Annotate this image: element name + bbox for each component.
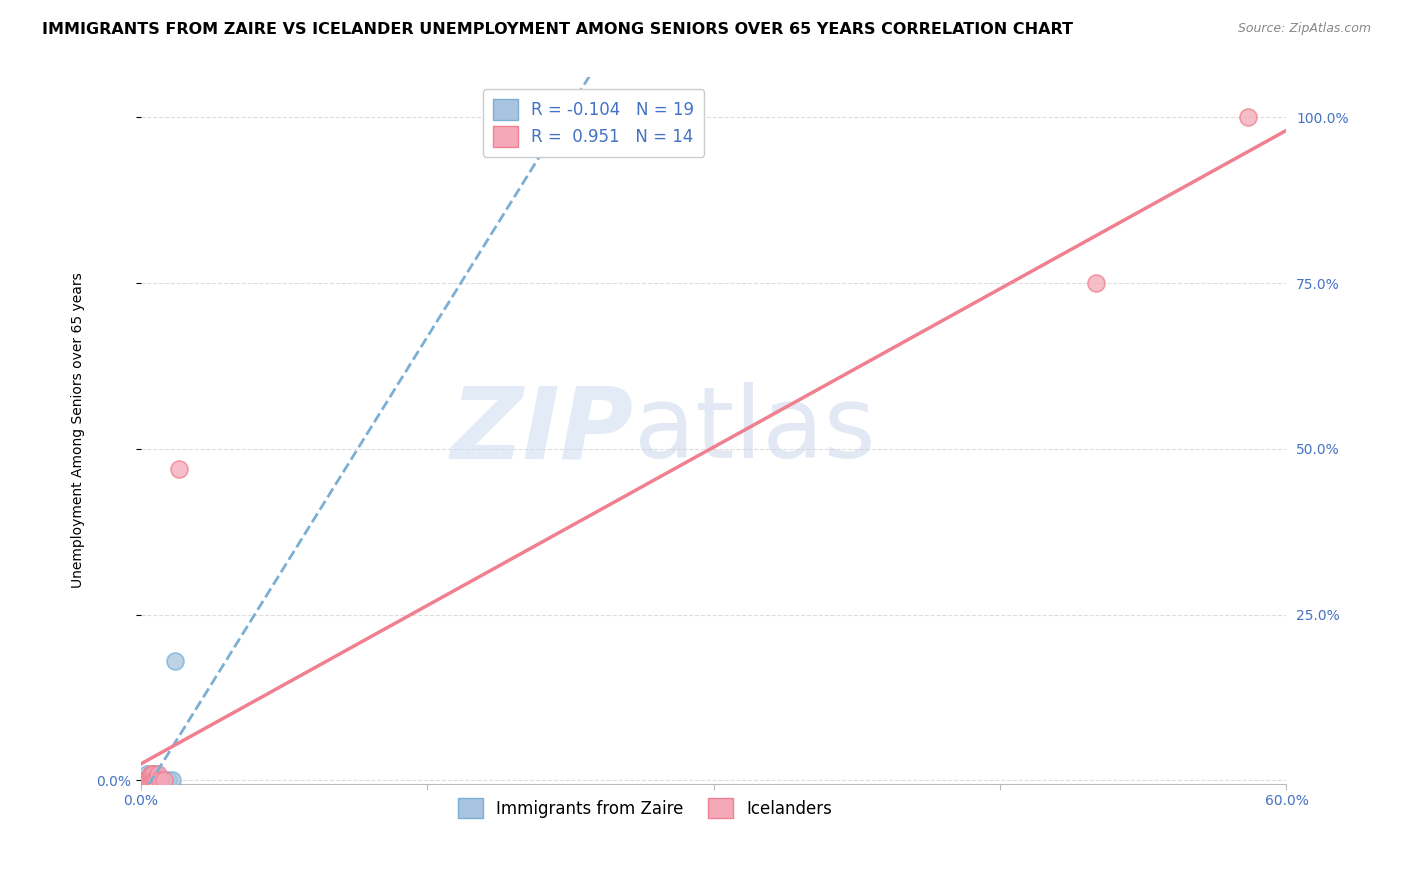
- Point: [153, 773, 176, 788]
- Text: ZIP: ZIP: [450, 382, 634, 479]
- Point: [148, 773, 170, 788]
- Point: [148, 766, 170, 780]
- Point: [134, 773, 156, 788]
- Point: [139, 766, 162, 780]
- Point: [143, 773, 166, 788]
- Point: [143, 773, 166, 788]
- Point: [141, 773, 163, 788]
- Point: [145, 766, 167, 780]
- Text: Source: ZipAtlas.com: Source: ZipAtlas.com: [1237, 22, 1371, 36]
- Point: [135, 773, 157, 788]
- Point: [149, 773, 172, 788]
- Point: [145, 773, 167, 788]
- Point: [145, 773, 167, 788]
- Point: [141, 766, 163, 780]
- Point: [138, 773, 160, 788]
- Point: [156, 773, 179, 788]
- Point: [138, 773, 160, 788]
- Point: [141, 766, 163, 780]
- Point: [153, 773, 176, 788]
- Point: [135, 766, 157, 780]
- Y-axis label: Unemployment Among Seniors over 65 years: Unemployment Among Seniors over 65 years: [72, 273, 86, 589]
- Point: [141, 773, 163, 788]
- Text: atlas: atlas: [634, 382, 875, 479]
- Point: [149, 773, 172, 788]
- Point: [135, 773, 157, 788]
- Point: [167, 461, 190, 475]
- Point: [139, 773, 162, 788]
- Point: [139, 766, 162, 780]
- Point: [139, 773, 162, 788]
- Point: [143, 766, 166, 780]
- Text: IMMIGRANTS FROM ZAIRE VS ICELANDER UNEMPLOYMENT AMONG SENIORS OVER 65 YEARS CORR: IMMIGRANTS FROM ZAIRE VS ICELANDER UNEMP…: [42, 22, 1073, 37]
- Point: [134, 773, 156, 788]
- Point: [1084, 276, 1107, 290]
- Point: [150, 773, 173, 788]
- Legend: Immigrants from Zaire, Icelanders: Immigrants from Zaire, Icelanders: [451, 791, 839, 825]
- Point: [165, 654, 187, 668]
- Point: [160, 773, 183, 788]
- Point: [1237, 110, 1260, 124]
